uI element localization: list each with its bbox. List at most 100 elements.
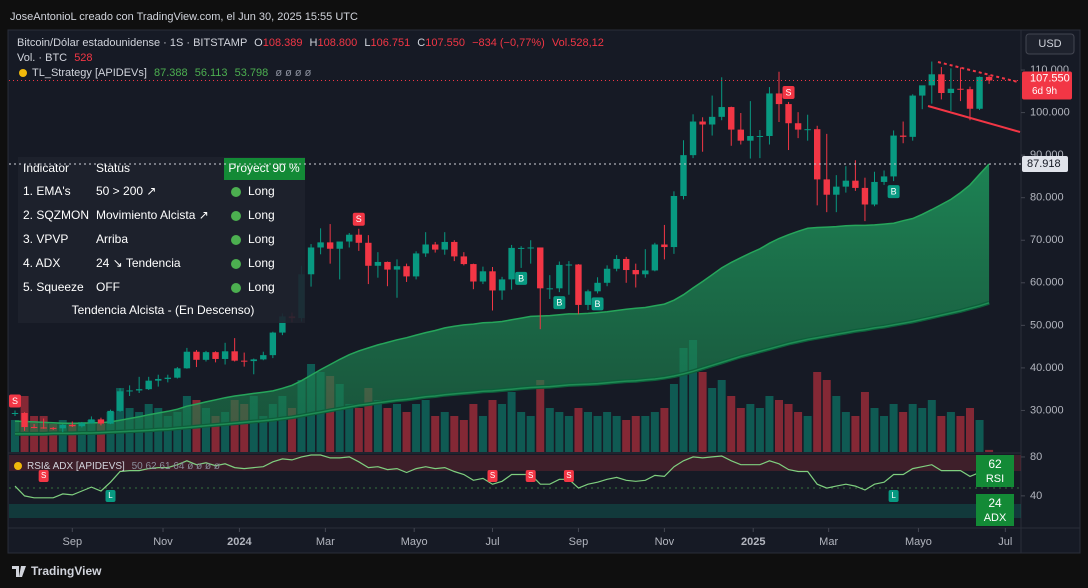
rsi-signal-label: S <box>566 471 571 480</box>
candle-body <box>842 180 850 187</box>
candle-body <box>804 129 811 131</box>
candle-body <box>909 95 916 137</box>
rsi-signal-label: L <box>891 491 896 500</box>
signal-badge <box>553 296 566 310</box>
x-tick-label: 2025 <box>741 536 765 548</box>
y-tick-label: 100.000 <box>1030 106 1070 118</box>
candle-body <box>11 413 19 415</box>
volume-bar <box>211 416 220 452</box>
candle-body <box>346 234 353 242</box>
volume-bar <box>96 424 105 452</box>
rsi-tick-label: 40 <box>1030 490 1042 502</box>
volume-bar <box>727 396 736 452</box>
rsi-signal-badge <box>487 470 498 482</box>
signal-badge <box>9 394 21 408</box>
candle-body <box>823 179 830 195</box>
candle-body <box>985 76 993 81</box>
adx-value-box <box>976 494 1014 526</box>
volume-legend: Vol. · BTC 528 <box>17 52 93 64</box>
volume-bar <box>622 420 631 452</box>
candle-body <box>451 241 458 257</box>
volume-bar <box>326 376 335 452</box>
candle-body <box>661 244 668 248</box>
candle-body <box>642 270 649 275</box>
y-tick-label: 70.000 <box>1030 234 1064 246</box>
candle-body <box>728 107 735 130</box>
volume-bar <box>278 396 287 452</box>
volume-bar <box>641 416 650 452</box>
volume-bar <box>364 388 373 452</box>
volume-bar <box>889 404 898 452</box>
currency-button[interactable] <box>1025 33 1075 55</box>
volume-bar <box>11 420 19 452</box>
volume-bar <box>860 392 869 452</box>
strategy-legend: TL_Strategy [APIDEVs] 87.388 56.113 53.7… <box>32 67 312 79</box>
signal-badge <box>515 271 528 285</box>
candle-body <box>365 242 372 266</box>
volume-bar <box>268 404 277 452</box>
volume-bar <box>660 408 669 452</box>
ohlc-key: C <box>417 37 425 49</box>
volume-bar <box>545 408 554 452</box>
candle-body <box>947 88 955 94</box>
volume-bar <box>985 449 994 452</box>
rsi-signal-badge <box>525 470 536 482</box>
candle-body <box>21 413 28 428</box>
table-cell: Long <box>248 280 275 294</box>
candle-body <box>623 258 630 271</box>
volume-bar <box>249 396 258 452</box>
footer <box>0 556 1088 588</box>
volume-bar <box>230 400 239 452</box>
volume-bar <box>202 408 210 452</box>
last-price-tag <box>1022 71 1072 100</box>
candle-body <box>880 176 888 182</box>
volume-bar <box>87 420 96 452</box>
credit: JoseAntonioL creado con TradingView.com,… <box>10 11 358 23</box>
volume-bar <box>173 412 182 452</box>
y-tick-label: 60.000 <box>1030 277 1064 289</box>
candle-body <box>833 186 840 195</box>
table-cell: Long <box>248 232 275 246</box>
candle-body <box>747 135 754 141</box>
candle-body <box>890 135 897 177</box>
candle-body <box>326 242 334 249</box>
candle-body <box>489 271 496 291</box>
candle-body <box>164 377 171 379</box>
candle-body <box>78 423 86 427</box>
candle-body <box>88 419 95 424</box>
x-tick-label: Mar <box>819 536 838 548</box>
strategy-value: 53.798 <box>235 67 269 79</box>
volume-bar <box>574 408 583 452</box>
brand-logo <box>12 566 26 577</box>
volume-bar <box>373 400 382 452</box>
candle-body <box>59 424 66 429</box>
ema-level-label: 87.918 <box>1027 158 1061 170</box>
volume-bar <box>345 404 354 452</box>
candle-body <box>250 359 257 362</box>
candle-body <box>871 181 878 205</box>
candle-body <box>116 391 124 411</box>
candle-body <box>69 424 76 427</box>
y-tick-label: 30.000 <box>1030 404 1064 416</box>
candle-body <box>260 355 267 360</box>
rsi-line <box>14 454 990 499</box>
candle-body <box>241 360 248 362</box>
rsi-legend-values: 50 62 61 64 ø ø ø ø <box>132 461 220 472</box>
volume-bar <box>755 408 764 452</box>
rsi-signal-label: S <box>528 471 533 480</box>
indicator-icon <box>14 462 22 470</box>
candle-body <box>183 351 191 369</box>
volume-bar <box>832 396 841 452</box>
rsi-legend: RSI& ADX [APIDEVS] 50 62 61 64 ø ø ø ø <box>27 461 220 472</box>
volume-bar <box>794 412 803 452</box>
volume-bar <box>240 404 249 452</box>
volume-bar <box>469 404 478 452</box>
table-header-highlight <box>224 158 305 180</box>
strategy-value: 87.388 <box>154 67 188 79</box>
strategy-value: 56.113 <box>195 67 228 79</box>
table-cell: 4. ADX <box>23 256 60 270</box>
volume-bar <box>440 412 449 452</box>
table-cell: Long <box>248 208 275 222</box>
candle-body <box>594 282 601 292</box>
